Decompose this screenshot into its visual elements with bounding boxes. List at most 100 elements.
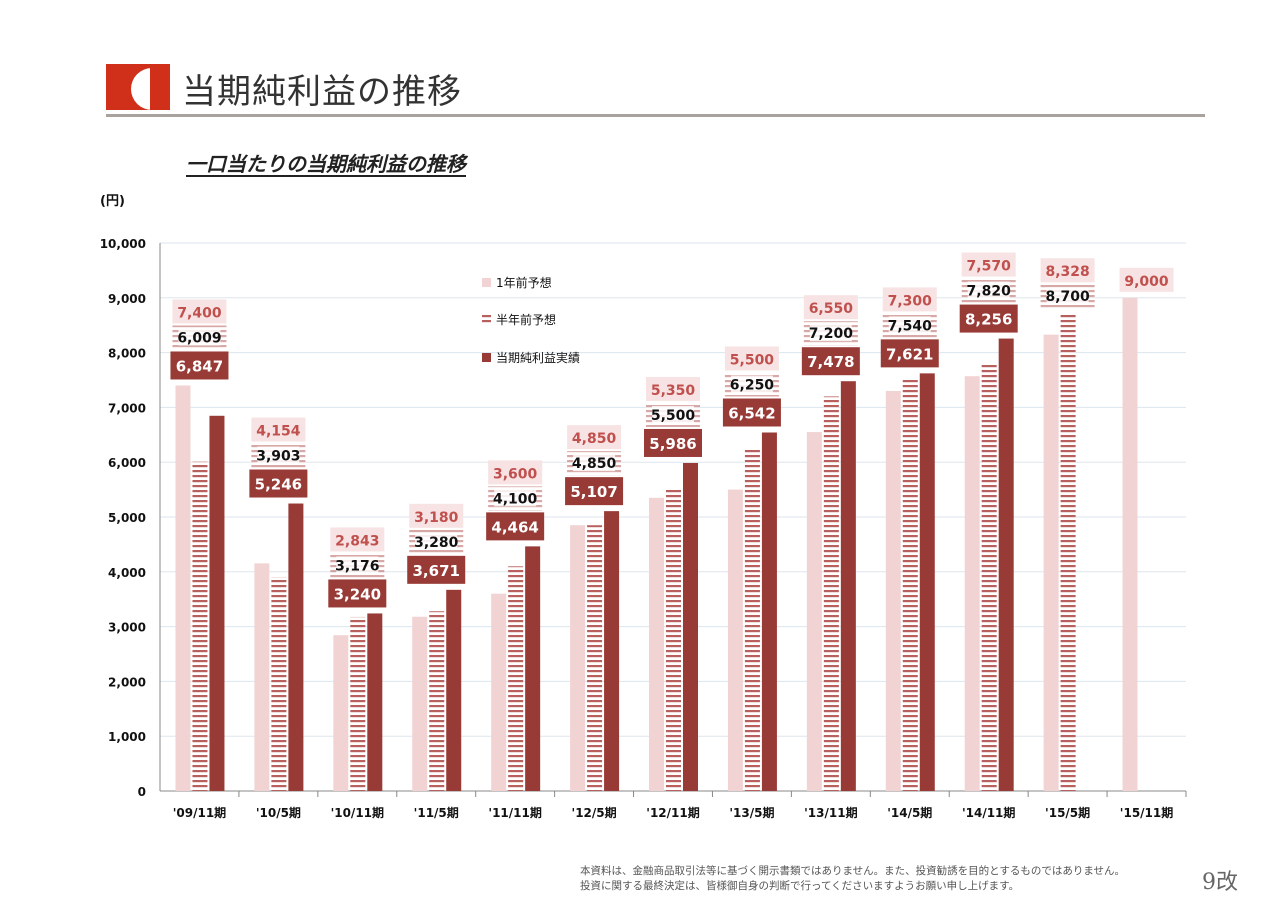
- y-tick-label: 1,000: [108, 730, 146, 744]
- y-tick-label: 6,000: [108, 456, 146, 470]
- actual-label-box: [170, 351, 229, 380]
- company-logo: [106, 64, 170, 110]
- x-tick-label: '10/11期: [331, 805, 384, 820]
- x-tick-label: '12/5期: [572, 805, 617, 820]
- bar-forecast-1y: [727, 489, 743, 791]
- x-tick-label: '10/5期: [256, 805, 301, 820]
- title-divider: [106, 114, 1205, 117]
- half-forecast-label-bg: [415, 532, 458, 550]
- bar-forecast-1y: [175, 385, 191, 791]
- actual-value-label: 7,478: [807, 353, 854, 371]
- half-forecast-label-bg: [888, 316, 931, 334]
- bar-forecast-1y: [1043, 334, 1059, 791]
- half-forecast-label-bg: [1046, 287, 1089, 305]
- actual-label-box: [880, 339, 939, 368]
- actual-label-box: [644, 428, 702, 457]
- one-year-forecast-label-box: [409, 503, 464, 528]
- legend-label: 1年前予想: [496, 275, 552, 290]
- one-year-forecast-value-label: 9,000: [1124, 274, 1169, 290]
- actual-value-label: 4,464: [491, 518, 538, 536]
- one-year-forecast-label-box: [1119, 267, 1174, 292]
- half-forecast-value-label: 4,850: [572, 456, 617, 472]
- half-forecast-value-label: 6,250: [730, 377, 775, 393]
- half-forecast-label-bg: [336, 556, 379, 574]
- actual-label-box: [328, 579, 387, 608]
- bar-forecast-1y: [491, 593, 507, 791]
- half-forecast-label-bg: [809, 324, 852, 342]
- half-forecast-value-label: 3,176: [335, 558, 379, 574]
- one-year-forecast-value-label: 6,550: [809, 301, 854, 317]
- disclaimer-line-1: 本資料は、金融商品取引法等に基づく開示書類ではありません。また、投資勧誘を目的と…: [580, 865, 1126, 877]
- page-title: 当期純利益の推移: [182, 72, 462, 112]
- one-year-forecast-label-box: [724, 346, 779, 371]
- x-axis-ticks: '09/11期 '10/5期 '10/11期 '11/5期 '11/11期 '12/5期 '…: [173, 791, 1187, 820]
- y-tick-label: 4,000: [108, 566, 146, 580]
- bar-actual: [919, 373, 935, 791]
- title-area: 当期純利益の推移: [106, 62, 1206, 118]
- one-year-forecast-value-label: 3,180: [414, 510, 459, 526]
- bar-forecast-half: [981, 362, 997, 791]
- legend-label: 半年前予想: [496, 312, 556, 327]
- actual-value-label: 8,256: [965, 311, 1012, 329]
- half-forecast-value-label: 3,280: [414, 535, 459, 551]
- y-tick-label: 2,000: [108, 675, 146, 689]
- y-axis-unit-label: (円): [100, 194, 125, 209]
- one-year-forecast-value-label: 5,500: [730, 352, 775, 368]
- actual-label-box: [407, 555, 466, 584]
- bar-forecast-1y: [254, 563, 270, 791]
- bar-forecast-half: [350, 616, 366, 791]
- actual-value-label: 6,847: [176, 357, 223, 375]
- bar-actual: [209, 415, 225, 791]
- half-forecast-label-bg: [494, 489, 537, 507]
- actual-label-box: [801, 347, 860, 376]
- x-tick-label: '09/11期: [173, 805, 226, 820]
- y-tick-label: 9,000: [108, 292, 146, 306]
- one-year-forecast-value-label: 5,350: [651, 383, 696, 399]
- bar-actual: [998, 338, 1014, 791]
- legend-label: 当期純利益実績: [496, 350, 580, 365]
- one-year-forecast-value-label: 8,328: [1045, 264, 1089, 280]
- bar-actual: [840, 381, 856, 791]
- bar-actual: [604, 511, 620, 791]
- one-year-forecast-label-box: [488, 460, 543, 485]
- actual-label-box: [959, 304, 1018, 333]
- bar-forecast-half: [508, 566, 524, 791]
- one-year-forecast-label-box: [251, 417, 306, 442]
- one-year-forecast-value-label: 7,570: [967, 259, 1012, 275]
- chart-subtitle: 一口当たりの当期純利益の推移: [186, 152, 466, 176]
- actual-value-label: 5,107: [570, 483, 617, 501]
- one-year-forecast-label-box: [172, 299, 227, 324]
- bar-forecast-1y: [333, 635, 349, 791]
- bar-forecast-1y: [806, 432, 822, 791]
- bar-forecast-half: [429, 611, 445, 791]
- bar-actual: [525, 546, 541, 791]
- bar-forecast-half: [587, 525, 603, 791]
- bar-actual: [367, 613, 383, 791]
- bar-forecast-half: [666, 489, 681, 791]
- y-tick-label: 5,000: [108, 511, 146, 525]
- bar-actual: [446, 589, 462, 791]
- one-year-forecast-label-box: [646, 376, 700, 401]
- y-tick-label: 0: [138, 785, 146, 799]
- actual-label-box: [565, 477, 624, 506]
- half-forecast-label-bg: [730, 375, 773, 393]
- half-forecast-value-label: 7,820: [967, 284, 1012, 300]
- bar-forecast-half: [1060, 314, 1076, 791]
- one-year-forecast-value-label: 4,154: [256, 424, 301, 440]
- bar-forecast-1y: [1122, 297, 1138, 791]
- half-forecast-label-bg: [257, 446, 300, 464]
- half-forecast-label-bg: [652, 405, 694, 423]
- y-tick-label: 7,000: [108, 401, 146, 415]
- one-year-forecast-label-box: [330, 527, 385, 552]
- actual-value-label: 6,542: [728, 404, 775, 422]
- actual-value-label: 5,986: [649, 435, 696, 453]
- half-forecast-value-label: 7,540: [888, 318, 933, 334]
- actual-value-label: 5,246: [255, 476, 302, 494]
- actual-value-label: 7,621: [886, 345, 933, 363]
- bar-forecast-1y: [964, 376, 980, 791]
- half-forecast-value-label: 3,903: [256, 449, 300, 465]
- bar-forecast-1y: [412, 616, 428, 791]
- half-forecast-value-label: 5,500: [651, 408, 696, 424]
